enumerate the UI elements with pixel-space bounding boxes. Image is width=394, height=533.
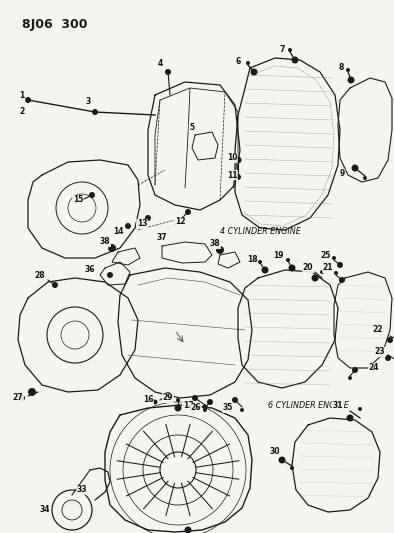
Circle shape (339, 277, 345, 283)
Circle shape (292, 56, 299, 63)
Circle shape (203, 405, 208, 409)
Circle shape (185, 209, 191, 215)
Circle shape (176, 398, 180, 402)
Circle shape (184, 527, 191, 533)
Circle shape (25, 97, 31, 103)
Circle shape (165, 392, 171, 398)
Circle shape (192, 395, 198, 401)
Circle shape (332, 256, 336, 260)
Circle shape (165, 69, 171, 75)
Text: 30: 30 (270, 448, 280, 456)
Circle shape (346, 415, 353, 422)
Circle shape (346, 68, 350, 72)
Circle shape (235, 174, 241, 180)
Circle shape (207, 399, 213, 405)
Text: 2: 2 (19, 108, 24, 117)
Circle shape (258, 260, 262, 264)
Circle shape (320, 270, 324, 274)
Text: 25: 25 (321, 252, 331, 261)
Circle shape (19, 395, 25, 401)
Text: 24: 24 (369, 364, 379, 373)
Text: 26: 26 (191, 403, 201, 413)
Circle shape (348, 376, 352, 380)
Circle shape (175, 405, 182, 411)
Circle shape (251, 69, 258, 76)
Circle shape (216, 246, 224, 254)
Text: 28: 28 (35, 271, 45, 279)
Text: 20: 20 (303, 263, 313, 272)
Text: 5: 5 (190, 124, 195, 133)
Text: 21: 21 (323, 263, 333, 272)
Text: 18: 18 (247, 255, 257, 264)
Circle shape (240, 408, 244, 412)
Text: 12: 12 (175, 217, 185, 227)
Text: 13: 13 (137, 220, 147, 229)
Circle shape (352, 367, 358, 373)
Text: 38: 38 (100, 238, 110, 246)
Text: 4 CYLINDER ENGINE: 4 CYLINDER ENGINE (220, 228, 301, 237)
Circle shape (232, 397, 238, 403)
Text: 38: 38 (210, 239, 220, 248)
Text: 10: 10 (227, 154, 237, 163)
Text: 31: 31 (333, 401, 343, 410)
Circle shape (262, 266, 268, 273)
Circle shape (28, 388, 36, 396)
Circle shape (363, 176, 367, 180)
Circle shape (203, 408, 207, 412)
Text: 34: 34 (40, 505, 50, 514)
Circle shape (108, 244, 116, 252)
Circle shape (107, 272, 113, 278)
Text: 11: 11 (227, 171, 237, 180)
Text: 8: 8 (338, 63, 344, 72)
Circle shape (145, 215, 151, 221)
Text: 17: 17 (183, 401, 193, 410)
Text: 27: 27 (13, 393, 23, 402)
Text: 8J06  300: 8J06 300 (22, 18, 87, 31)
Text: 16: 16 (143, 395, 153, 405)
Circle shape (288, 48, 292, 52)
Text: 7: 7 (279, 45, 285, 54)
Circle shape (279, 456, 286, 464)
Circle shape (337, 262, 343, 268)
Text: 29: 29 (163, 393, 173, 402)
Text: 6: 6 (235, 58, 241, 67)
Circle shape (348, 77, 355, 84)
Text: 1: 1 (19, 92, 24, 101)
Text: 35: 35 (223, 403, 233, 413)
Text: 14: 14 (113, 228, 123, 237)
Text: 23: 23 (375, 348, 385, 357)
Text: 6 CYLINDER ENGINE: 6 CYLINDER ENGINE (268, 400, 349, 409)
Circle shape (89, 192, 95, 198)
Circle shape (358, 407, 362, 411)
Text: 19: 19 (273, 252, 283, 261)
Text: 15: 15 (73, 196, 83, 205)
Circle shape (334, 271, 338, 275)
Text: 9: 9 (339, 169, 345, 179)
Text: 4: 4 (157, 60, 163, 69)
Circle shape (385, 355, 391, 361)
Circle shape (387, 337, 393, 343)
Circle shape (288, 264, 296, 271)
Circle shape (234, 157, 242, 164)
Circle shape (286, 258, 290, 262)
Text: 33: 33 (77, 486, 87, 495)
Text: 3: 3 (85, 98, 91, 107)
Circle shape (312, 274, 318, 281)
Circle shape (92, 109, 98, 115)
Circle shape (52, 282, 58, 288)
Text: 37: 37 (157, 233, 167, 243)
Text: 36: 36 (85, 265, 95, 274)
Circle shape (152, 400, 158, 405)
Circle shape (351, 165, 359, 172)
Circle shape (246, 61, 250, 65)
Text: 22: 22 (373, 326, 383, 335)
Circle shape (125, 223, 131, 229)
Circle shape (290, 466, 294, 470)
